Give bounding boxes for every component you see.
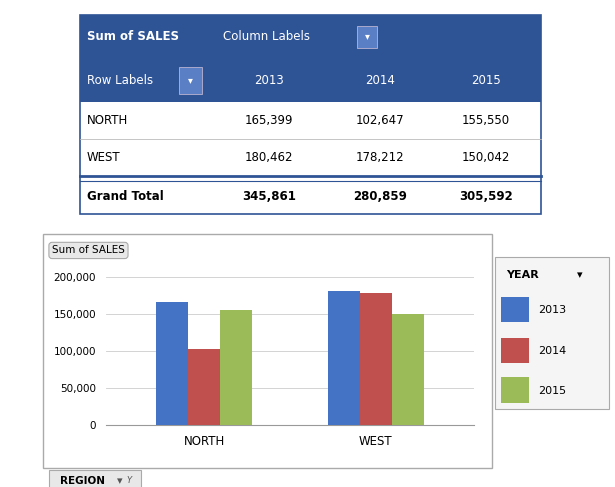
Text: 165,399: 165,399 <box>245 114 293 128</box>
Text: Y: Y <box>127 476 132 486</box>
Text: 345,861: 345,861 <box>242 190 296 203</box>
Text: Sum of SALES: Sum of SALES <box>52 245 125 256</box>
Bar <box>188 349 220 426</box>
Text: 280,859: 280,859 <box>353 190 407 203</box>
Text: Row Labels: Row Labels <box>87 74 153 87</box>
Text: 2014: 2014 <box>538 346 566 356</box>
Text: WEST: WEST <box>87 151 121 165</box>
Text: 305,592: 305,592 <box>459 190 513 203</box>
Text: 155,550: 155,550 <box>462 114 510 128</box>
Text: 150,042: 150,042 <box>462 151 510 165</box>
Text: 2013: 2013 <box>538 305 566 315</box>
Bar <box>328 291 360 426</box>
Text: ▾: ▾ <box>116 476 122 486</box>
Text: YEAR: YEAR <box>507 270 539 281</box>
Text: 102,647: 102,647 <box>355 114 404 128</box>
Text: REGION: REGION <box>60 476 105 486</box>
Bar <box>80 176 541 216</box>
Bar <box>80 139 541 176</box>
Bar <box>392 314 424 426</box>
Bar <box>80 102 541 139</box>
Text: 2015: 2015 <box>471 74 501 87</box>
Bar <box>179 67 202 94</box>
Text: ▾: ▾ <box>365 32 370 41</box>
Text: Grand Total: Grand Total <box>87 190 164 203</box>
Text: Sum of SALES: Sum of SALES <box>87 30 179 43</box>
Bar <box>357 26 378 48</box>
Text: 180,462: 180,462 <box>245 151 293 165</box>
Bar <box>220 310 252 426</box>
Bar <box>501 337 530 363</box>
Bar <box>360 293 392 426</box>
Bar <box>156 302 188 426</box>
Text: 2013: 2013 <box>254 74 284 87</box>
Text: ▾: ▾ <box>577 270 582 281</box>
Bar <box>80 58 541 102</box>
Text: 2015: 2015 <box>538 386 566 396</box>
Bar <box>501 297 530 322</box>
Bar <box>80 15 541 58</box>
Text: Column Labels: Column Labels <box>223 30 310 43</box>
Text: 2014: 2014 <box>365 74 395 87</box>
Bar <box>501 377 530 403</box>
Text: NORTH: NORTH <box>87 114 128 128</box>
Text: 178,212: 178,212 <box>355 151 404 165</box>
Text: ▾: ▾ <box>188 75 193 86</box>
